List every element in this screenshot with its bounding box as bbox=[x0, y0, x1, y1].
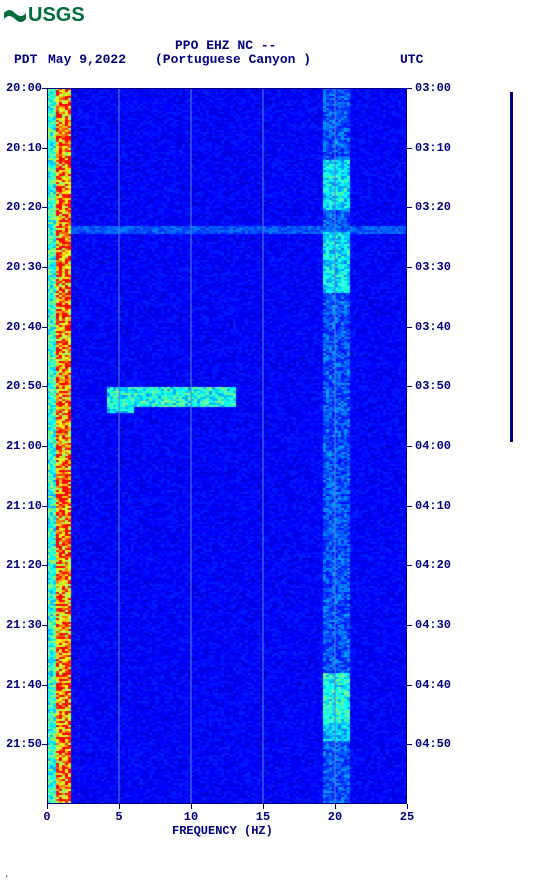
y-tick-left: 20:50 bbox=[2, 379, 42, 393]
y-tick-right: 03:30 bbox=[415, 260, 455, 274]
y-tick-right: 04:40 bbox=[415, 678, 455, 692]
y-tick-left: 21:30 bbox=[2, 618, 42, 632]
y-tick-left: 21:10 bbox=[2, 499, 42, 513]
tz-right: UTC bbox=[400, 52, 423, 67]
y-tick-left: 21:40 bbox=[2, 678, 42, 692]
spectrogram-plot bbox=[47, 88, 407, 804]
y-tick-right: 04:50 bbox=[415, 737, 455, 751]
x-tick: 10 bbox=[184, 810, 198, 824]
y-tick-right: 03:00 bbox=[415, 81, 455, 95]
y-tick-left: 20:20 bbox=[2, 200, 42, 214]
footer-mark: . bbox=[4, 870, 9, 880]
wave-icon bbox=[4, 7, 26, 25]
x-tick: 0 bbox=[43, 810, 50, 824]
y-tick-right: 04:10 bbox=[415, 499, 455, 513]
date-label: May 9,2022 bbox=[48, 52, 126, 67]
y-tick-right: 03:20 bbox=[415, 200, 455, 214]
tz-left: PDT bbox=[14, 52, 37, 67]
y-tick-left: 21:20 bbox=[2, 558, 42, 572]
y-tick-left: 20:40 bbox=[2, 320, 42, 334]
x-tick: 20 bbox=[328, 810, 342, 824]
logo-text: USGS bbox=[28, 4, 85, 27]
y-tick-right: 04:20 bbox=[415, 558, 455, 572]
y-tick-left: 20:00 bbox=[2, 81, 42, 95]
y-tick-left: 21:00 bbox=[2, 439, 42, 453]
y-tick-left: 21:50 bbox=[2, 737, 42, 751]
y-tick-right: 03:40 bbox=[415, 320, 455, 334]
station-title: PPO EHZ NC -- bbox=[175, 38, 276, 53]
colorbar bbox=[510, 92, 513, 442]
usgs-logo: USGS bbox=[4, 4, 85, 27]
x-tick: 15 bbox=[256, 810, 270, 824]
x-axis-label: FREQUENCY (HZ) bbox=[172, 824, 273, 838]
x-tick: 25 bbox=[400, 810, 414, 824]
y-tick-right: 04:30 bbox=[415, 618, 455, 632]
y-tick-right: 03:10 bbox=[415, 141, 455, 155]
y-tick-left: 20:30 bbox=[2, 260, 42, 274]
y-tick-left: 20:10 bbox=[2, 141, 42, 155]
plot-overlay bbox=[47, 88, 407, 804]
x-tick: 5 bbox=[115, 810, 122, 824]
y-tick-right: 03:50 bbox=[415, 379, 455, 393]
y-tick-right: 04:00 bbox=[415, 439, 455, 453]
location-label: (Portuguese Canyon ) bbox=[155, 52, 311, 67]
